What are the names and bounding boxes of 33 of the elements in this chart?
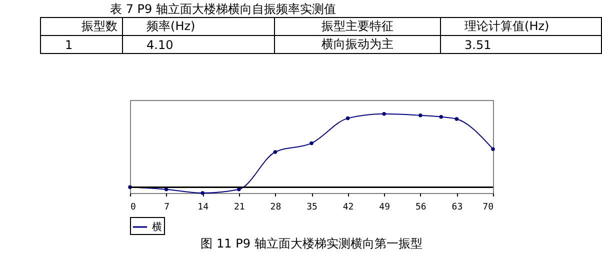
text: 振型数 xyxy=(40,18,122,36)
x-tick-label: 49 xyxy=(379,202,390,212)
point xyxy=(439,114,444,119)
x-tick-label: 56 xyxy=(415,202,426,212)
x-tick-label: 28 xyxy=(270,202,282,212)
x-tick-label: 7 xyxy=(164,202,170,212)
x-tick-label: 21 xyxy=(234,202,245,212)
point xyxy=(418,114,422,118)
text: 4.10 xyxy=(122,36,275,54)
x-tick-label: 35 xyxy=(306,202,318,212)
point xyxy=(346,116,350,120)
point xyxy=(310,141,314,146)
x-tick-label: 14 xyxy=(198,202,209,212)
legend-label: 横 xyxy=(152,221,162,233)
x-tick-label: 0 xyxy=(130,202,136,212)
text: 图 11 P9 轴立面大楼梯实测横向第一振型 xyxy=(200,236,422,250)
point xyxy=(382,112,386,116)
point xyxy=(164,187,168,192)
text: 横向振动为主 xyxy=(274,36,440,54)
text: 1 xyxy=(40,36,122,54)
x-tick-label: 63 xyxy=(452,202,463,212)
point xyxy=(200,191,204,195)
text: 频率(Hz) xyxy=(122,18,275,36)
text: 3.51 xyxy=(440,36,602,54)
point xyxy=(237,187,241,192)
text: 理论计算值(Hz) xyxy=(440,18,602,36)
x-tick-label: 42 xyxy=(342,202,354,212)
x-tick-label: 70 xyxy=(482,202,494,212)
text: 表 7 P9 轴立面大楼梯横向自振频率实测值 xyxy=(110,1,336,18)
point xyxy=(454,117,459,121)
point xyxy=(273,150,278,154)
point xyxy=(491,147,495,151)
text: 振型主要特征 xyxy=(274,18,440,36)
